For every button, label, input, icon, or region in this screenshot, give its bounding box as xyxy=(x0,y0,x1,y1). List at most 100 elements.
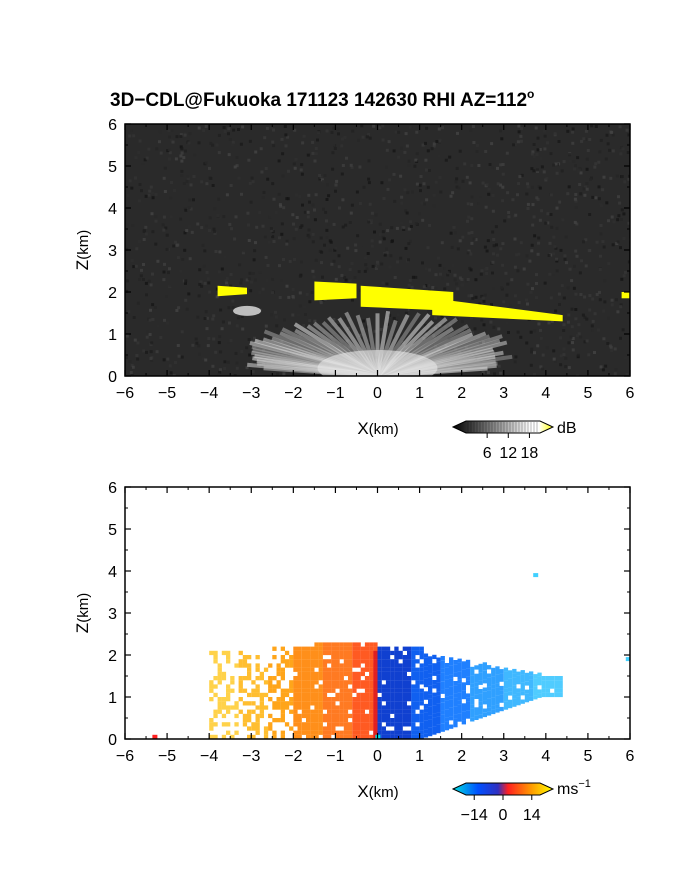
velocity-cell xyxy=(423,674,429,679)
noise-speck xyxy=(456,287,460,291)
noise-speck xyxy=(149,350,153,354)
noise-speck xyxy=(221,320,225,324)
noise-speck xyxy=(516,330,520,334)
velocity-cell xyxy=(331,709,336,714)
velocity-cell xyxy=(327,688,332,693)
velocity-cell xyxy=(398,688,403,693)
noise-speck xyxy=(197,294,201,298)
noise-speck xyxy=(229,184,233,187)
velocity-cell xyxy=(428,698,433,703)
noise-speck xyxy=(437,256,440,260)
noise-speck xyxy=(466,219,469,223)
noise-speck xyxy=(525,298,528,302)
noise-speck xyxy=(325,198,329,201)
noise-speck xyxy=(601,188,605,192)
velocity-cell xyxy=(398,718,403,723)
velocity-cell xyxy=(242,676,248,681)
noise-speck xyxy=(627,221,630,225)
noise-speck xyxy=(182,156,186,160)
velocity-cell xyxy=(322,734,328,739)
noise-speck xyxy=(359,288,362,292)
velocity-cell xyxy=(352,646,357,651)
velocity-cell xyxy=(465,706,471,711)
noise-speck xyxy=(150,358,154,362)
noise-speck xyxy=(547,254,551,257)
noise-speck xyxy=(235,164,239,168)
noise-speck xyxy=(363,269,367,273)
noise-speck xyxy=(229,272,233,276)
velocity-cell xyxy=(478,668,483,673)
reflectivity-x-tick-label: 6 xyxy=(626,385,635,402)
noise-speck xyxy=(538,218,542,222)
velocity-cell xyxy=(533,686,538,691)
velocity-cell xyxy=(491,697,496,702)
velocity-cell xyxy=(297,701,302,706)
noise-speck xyxy=(389,254,393,258)
echo-layer-segment xyxy=(217,285,247,297)
noise-speck xyxy=(125,356,128,359)
noise-speck xyxy=(367,177,371,181)
noise-speck xyxy=(403,150,407,154)
velocity-cell xyxy=(251,722,256,727)
noise-speck xyxy=(129,129,133,133)
noise-speck xyxy=(203,317,207,320)
noise-speck xyxy=(313,319,317,323)
noise-speck xyxy=(207,281,211,285)
velocity-cell xyxy=(238,676,243,681)
velocity-cell xyxy=(301,680,307,685)
noise-speck xyxy=(136,301,140,305)
noise-speck xyxy=(448,155,452,159)
velocity-x-tick-label: 1 xyxy=(415,748,424,765)
velocity-cell xyxy=(482,700,487,705)
noise-speck xyxy=(208,166,211,170)
noise-speck xyxy=(272,144,276,148)
velocity-cell xyxy=(385,705,391,710)
noise-speck xyxy=(421,143,425,147)
velocity-cell xyxy=(440,727,445,732)
noise-speck xyxy=(226,360,230,364)
velocity-cell xyxy=(360,726,365,731)
velocity-cell xyxy=(373,680,378,685)
velocity-cell xyxy=(314,718,319,723)
velocity-cell xyxy=(440,710,445,715)
noise-speck xyxy=(142,349,146,353)
noise-speck xyxy=(281,152,285,156)
noise-speck xyxy=(486,239,490,243)
noise-speck xyxy=(625,128,629,132)
velocity-cell xyxy=(558,684,563,689)
velocity-cell xyxy=(444,688,450,693)
velocity-cell xyxy=(436,661,441,666)
noise-speck xyxy=(536,252,540,256)
noise-speck xyxy=(278,203,282,207)
noise-speck xyxy=(245,278,249,282)
noise-speck xyxy=(400,201,404,205)
velocity-cell xyxy=(217,676,222,681)
noise-speck xyxy=(525,341,529,345)
noise-speck xyxy=(493,372,496,376)
velocity-cell xyxy=(343,713,349,719)
velocity-cell xyxy=(436,670,441,675)
velocity-cell xyxy=(327,676,332,681)
noise-speck xyxy=(307,235,311,239)
noise-speck xyxy=(444,160,448,164)
velocity-cell xyxy=(247,655,252,660)
noise-speck xyxy=(158,130,162,134)
noise-speck xyxy=(424,168,428,172)
noise-speck xyxy=(620,208,624,212)
noise-speck xyxy=(269,227,273,231)
noise-speck xyxy=(423,202,427,206)
velocity-cell xyxy=(318,730,323,735)
noise-speck xyxy=(239,142,243,146)
reflectivity-x-tick-label: −2 xyxy=(284,385,302,402)
noise-speck xyxy=(259,147,263,151)
noise-speck xyxy=(130,259,134,262)
noise-speck xyxy=(314,258,318,262)
noise-speck xyxy=(204,310,208,314)
noise-speck xyxy=(197,126,201,130)
noise-speck xyxy=(469,128,473,132)
noise-speck xyxy=(584,238,588,242)
noise-speck xyxy=(481,296,485,300)
noise-speck xyxy=(396,313,400,317)
velocity-cell xyxy=(293,692,298,698)
velocity-cell xyxy=(377,659,382,664)
